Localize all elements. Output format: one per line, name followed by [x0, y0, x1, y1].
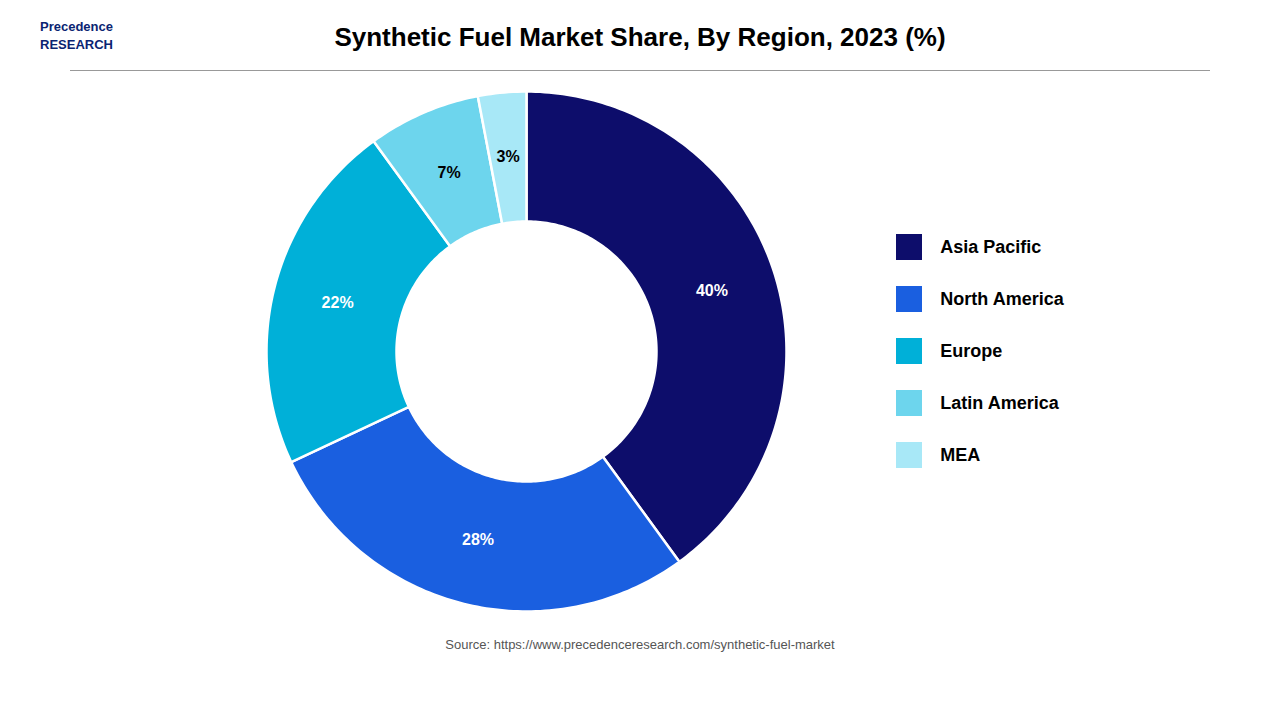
html-text:Synthetic Fuel Market Share, B: Synthetic Fuel Market Share, By Region, …	[334, 22, 946, 52]
svg-text:40%: 40%	[696, 282, 728, 299]
html-text:Europe: Europe	[940, 340, 1003, 361]
svg-text:28%: 28%	[462, 531, 494, 548]
html-text:Precedence RESEARCH: Precedence RESEARCH	[40, 19, 113, 53]
svg-text:7%: 7%	[438, 164, 461, 181]
html-text:MEA: MEA	[940, 444, 981, 465]
svg-text:22%: 22%	[322, 294, 354, 311]
svg-text:3%: 3%	[497, 148, 520, 165]
html-text:North America: North America	[940, 288, 1064, 309]
html-text:Asia Pacific: Asia Pacific	[940, 236, 1042, 257]
html-text:Source: https://www.precedence: Source: https://www.precedenceresearch.c…	[445, 637, 835, 652]
html-text:Latin America: Latin America	[940, 392, 1059, 413]
